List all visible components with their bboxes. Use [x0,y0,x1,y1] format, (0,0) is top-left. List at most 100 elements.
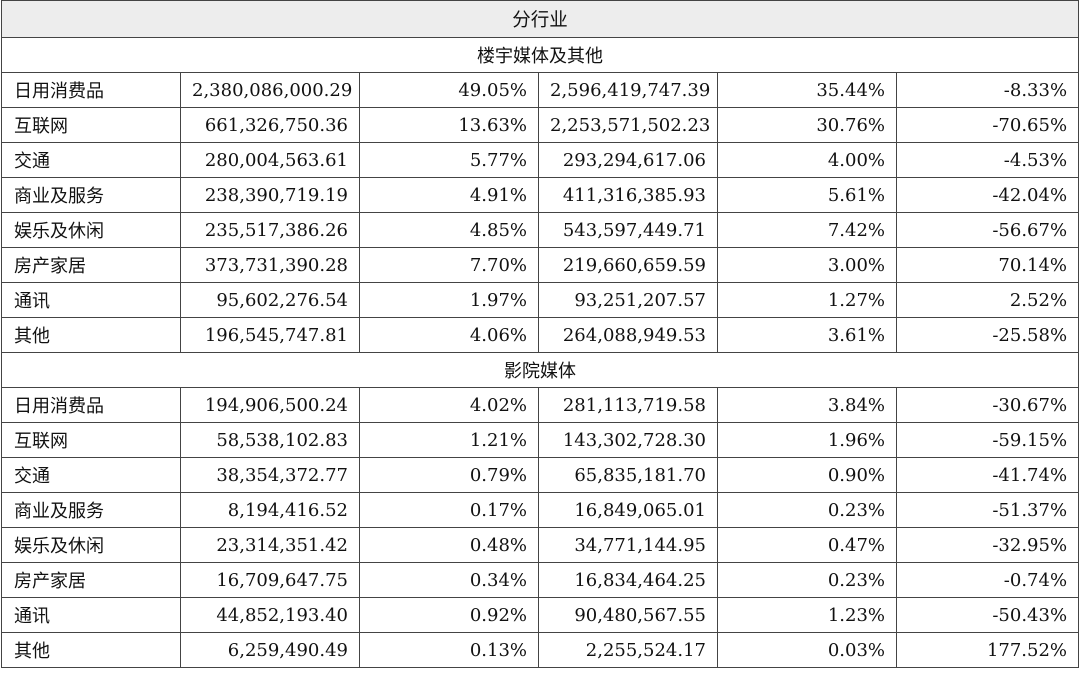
industry-name-cell: 交通 [1,142,181,178]
current-amount-cell: 194,906,500.24 [180,387,360,423]
prior-share-cell: 0.03% [717,632,897,668]
prior-share-cell: 3.00% [717,247,897,283]
current-amount-cell: 280,004,563.61 [180,142,360,178]
current-amount-cell: 23,314,351.42 [180,527,360,563]
prior-share-cell: 1.23% [717,597,897,633]
change-rate-cell: -50.43% [895,597,1080,633]
section-header-row: 楼宇媒体及其他 [0,37,1080,73]
current-amount-cell: 373,731,390.28 [180,247,360,283]
table-row: 商业及服务 238,390,719.19 4.91% 411,316,385.93 5.… [1,177,1080,213]
change-rate-cell: -42.04% [895,177,1080,213]
current-amount-cell: 8,194,416.52 [180,492,360,528]
current-share-cell: 49.05% [359,72,539,108]
table-row: 互联网 58,538,102.83 1.21% 143,302,728.30 1.96%… [1,422,1080,458]
prior-share-cell: 0.47% [717,527,897,563]
prior-share-cell: 0.23% [717,562,897,598]
table-title: 分行业 [0,0,1080,38]
current-share-cell: 0.13% [359,632,539,668]
change-rate-cell: -4.53% [895,142,1080,178]
prior-amount-cell: 93,251,207.57 [538,282,718,318]
industry-name-cell: 其他 [1,632,181,668]
prior-share-cell: 30.76% [717,107,897,143]
prior-amount-cell: 90,480,567.55 [538,597,718,633]
current-amount-cell: 6,259,490.49 [180,632,360,668]
industry-name-cell: 娱乐及休闲 [1,212,181,248]
current-share-cell: 1.21% [359,422,539,458]
industry-name-cell: 日用消费品 [1,72,181,108]
prior-amount-cell: 16,849,065.01 [538,492,718,528]
prior-amount-cell: 2,253,571,502.23 [538,107,718,143]
prior-amount-cell: 34,771,144.95 [538,527,718,563]
table-title-row: 分行业 [0,0,1080,38]
current-share-cell: 0.34% [359,562,539,598]
current-amount-cell: 2,380,086,000.29 [180,72,360,108]
table-row: 娱乐及休闲 23,314,351.42 0.48% 34,771,144.95 0.47… [1,527,1080,563]
prior-amount-cell: 2,596,419,747.39 [538,72,718,108]
change-rate-cell: -51.37% [895,492,1080,528]
current-amount-cell: 38,354,372.77 [180,457,360,493]
current-share-cell: 0.17% [359,492,539,528]
current-share-cell: 13.63% [359,107,539,143]
current-share-cell: 4.02% [359,387,539,423]
change-rate-cell: 177.52% [895,632,1080,668]
prior-share-cell: 3.84% [717,387,897,423]
table-row: 交通 280,004,563.61 5.77% 293,294,617.06 4.00%… [1,142,1080,178]
industry-name-cell: 娱乐及休闲 [1,527,181,563]
table-row: 交通 38,354,372.77 0.79% 65,835,181.70 0.90% -4… [1,457,1080,493]
section-title: 影院媒体 [0,352,1080,388]
current-amount-cell: 196,545,747.81 [180,317,360,353]
prior-amount-cell: 281,113,719.58 [538,387,718,423]
table-row: 日用消费品 194,906,500.24 4.02% 281,113,719.58 3.… [1,387,1080,423]
prior-share-cell: 5.61% [717,177,897,213]
current-share-cell: 4.91% [359,177,539,213]
table-row: 娱乐及休闲 235,517,386.26 4.85% 543,597,449.71 7.… [1,212,1080,248]
prior-share-cell: 1.27% [717,282,897,318]
table-row: 互联网 661,326,750.36 13.63% 2,253,571,502.23 3… [1,107,1080,143]
change-rate-cell: -41.74% [895,457,1080,493]
current-share-cell: 4.85% [359,212,539,248]
change-rate-cell: -25.58% [895,317,1080,353]
industry-name-cell: 互联网 [1,422,181,458]
table-row: 通讯 44,852,193.40 0.92% 90,480,567.55 1.23% -5… [1,597,1080,633]
prior-amount-cell: 543,597,449.71 [538,212,718,248]
current-amount-cell: 44,852,193.40 [180,597,360,633]
table-row: 日用消费品 2,380,086,000.29 49.05% 2,596,419,747… [1,72,1080,108]
table-body: 分行业 楼宇媒体及其他 日用消费品 2,380,086,000.29 49.05% 2,… [0,0,1080,668]
prior-share-cell: 3.61% [717,317,897,353]
current-amount-cell: 95,602,276.54 [180,282,360,318]
section-title: 楼宇媒体及其他 [0,37,1080,73]
table-row: 房产家居 373,731,390.28 7.70% 219,660,659.59 3.0… [1,247,1080,283]
prior-share-cell: 4.00% [717,142,897,178]
prior-amount-cell: 293,294,617.06 [538,142,718,178]
current-share-cell: 0.92% [359,597,539,633]
industry-name-cell: 商业及服务 [1,177,181,213]
table-row: 其他 196,545,747.81 4.06% 264,088,949.53 3.61%… [1,317,1080,353]
change-rate-cell: -59.15% [895,422,1080,458]
change-rate-cell: 2.52% [895,282,1080,318]
industry-name-cell: 互联网 [1,107,181,143]
prior-share-cell: 1.96% [717,422,897,458]
industry-name-cell: 通讯 [1,282,181,318]
industry-name-cell: 商业及服务 [1,492,181,528]
industry-name-cell: 其他 [1,317,181,353]
current-share-cell: 5.77% [359,142,539,178]
prior-share-cell: 0.90% [717,457,897,493]
prior-amount-cell: 2,255,524.17 [538,632,718,668]
change-rate-cell: -0.74% [895,562,1080,598]
prior-amount-cell: 264,088,949.53 [538,317,718,353]
prior-amount-cell: 219,660,659.59 [538,247,718,283]
current-share-cell: 0.48% [359,527,539,563]
current-amount-cell: 661,326,750.36 [180,107,360,143]
current-amount-cell: 238,390,719.19 [180,177,360,213]
table-row: 商业及服务 8,194,416.52 0.17% 16,849,065.01 0.23%… [1,492,1080,528]
current-amount-cell: 58,538,102.83 [180,422,360,458]
table-row: 通讯 95,602,276.54 1.97% 93,251,207.57 1.27% 2.… [1,282,1080,318]
current-share-cell: 0.79% [359,457,539,493]
current-amount-cell: 16,709,647.75 [180,562,360,598]
prior-amount-cell: 16,834,464.25 [538,562,718,598]
industry-name-cell: 日用消费品 [1,387,181,423]
prior-amount-cell: 65,835,181.70 [538,457,718,493]
current-amount-cell: 235,517,386.26 [180,212,360,248]
section-header-row: 影院媒体 [0,352,1080,388]
industry-name-cell: 通讯 [1,597,181,633]
